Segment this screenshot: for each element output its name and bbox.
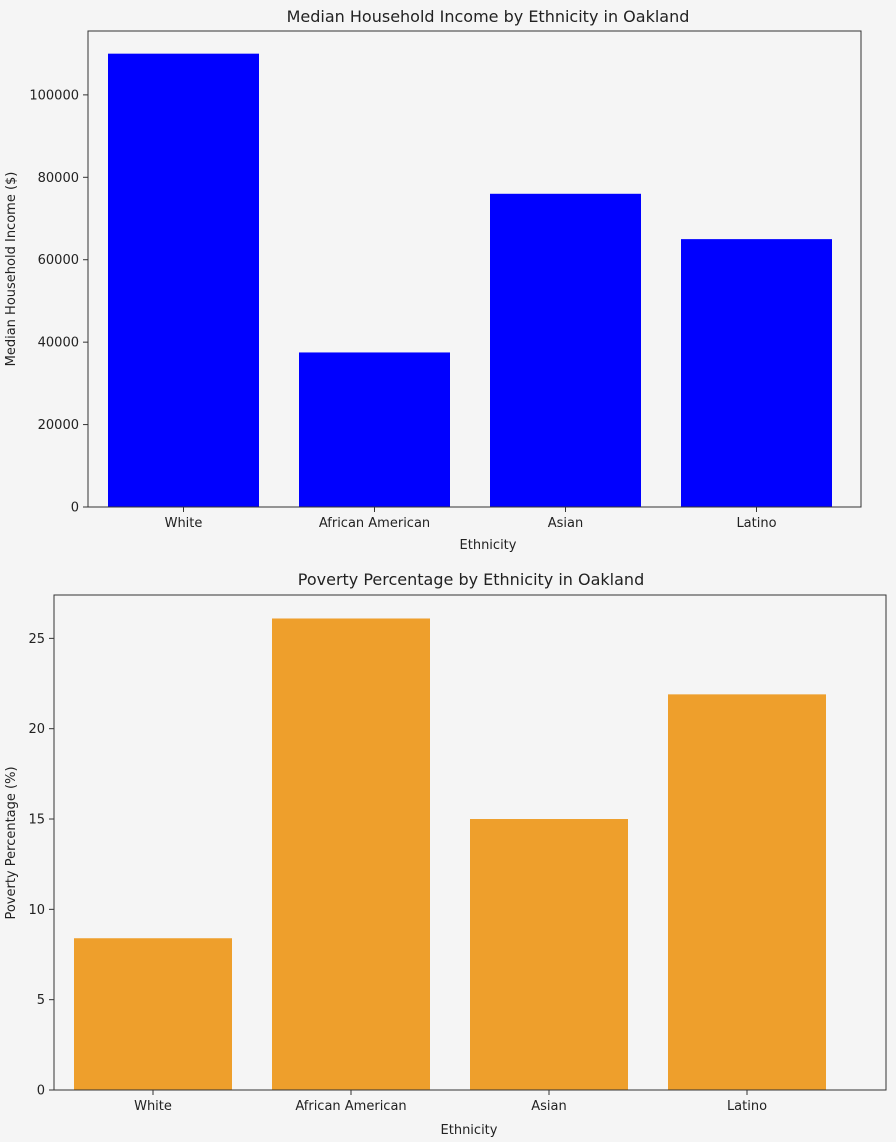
poverty-y-tick-label: 5: [37, 993, 45, 1008]
poverty-bar-asian: [470, 819, 628, 1090]
income-chart-title: Median Household Income by Ethnicity in …: [287, 7, 690, 26]
poverty-plot-frame: [53, 594, 887, 1091]
poverty-chart: Poverty Percentage by Ethnicity in Oakla…: [4, 570, 887, 1138]
income-x-tick-label: White: [165, 516, 203, 531]
income-chart-ylabel: Median Household Income ($): [4, 172, 19, 367]
income-x-tick-label: African American: [319, 516, 430, 531]
income-plot-frame: [87, 30, 862, 508]
poverty-y-tick-label: 10: [28, 903, 45, 918]
poverty-x-tick-label: Latino: [727, 1099, 767, 1114]
income-x-tick-label: Latino: [736, 516, 776, 531]
income-x-tick-label: Asian: [548, 516, 583, 531]
income-bar-white: [108, 53, 259, 508]
poverty-y-tick-label: 25: [28, 632, 45, 647]
income-y-tick-label: 20000: [38, 418, 79, 433]
poverty-bar-white: [74, 938, 232, 1090]
poverty-x-tick-label: African American: [295, 1099, 406, 1114]
poverty-x-tick-label: Asian: [531, 1099, 566, 1114]
income-chart: Median Household Income by Ethnicity in …: [4, 7, 862, 553]
poverty-chart-title: Poverty Percentage by Ethnicity in Oakla…: [298, 570, 644, 589]
poverty-bar-african-american: [272, 618, 430, 1090]
income-y-tick-label: 60000: [38, 253, 79, 268]
poverty-bar-latino: [668, 694, 826, 1090]
poverty-y-tick-label: 15: [28, 813, 45, 828]
poverty-y-tick-label: 20: [28, 722, 45, 737]
income-y-tick-label: 100000: [29, 88, 79, 103]
poverty-chart-ylabel: Poverty Percentage (%): [4, 766, 19, 919]
income-bar-latino: [681, 239, 832, 507]
income-chart-xlabel: Ethnicity: [460, 538, 517, 553]
income-y-tick-label: 0: [71, 501, 79, 516]
poverty-y-tick-label: 0: [37, 1084, 45, 1099]
income-y-tick-label: 40000: [38, 336, 79, 351]
income-bar-african-american: [299, 352, 450, 507]
income-y-tick-label: 80000: [38, 171, 79, 186]
poverty-x-tick-label: White: [134, 1099, 172, 1114]
poverty-chart-xlabel: Ethnicity: [441, 1123, 498, 1138]
income-bar-asian: [490, 193, 641, 507]
